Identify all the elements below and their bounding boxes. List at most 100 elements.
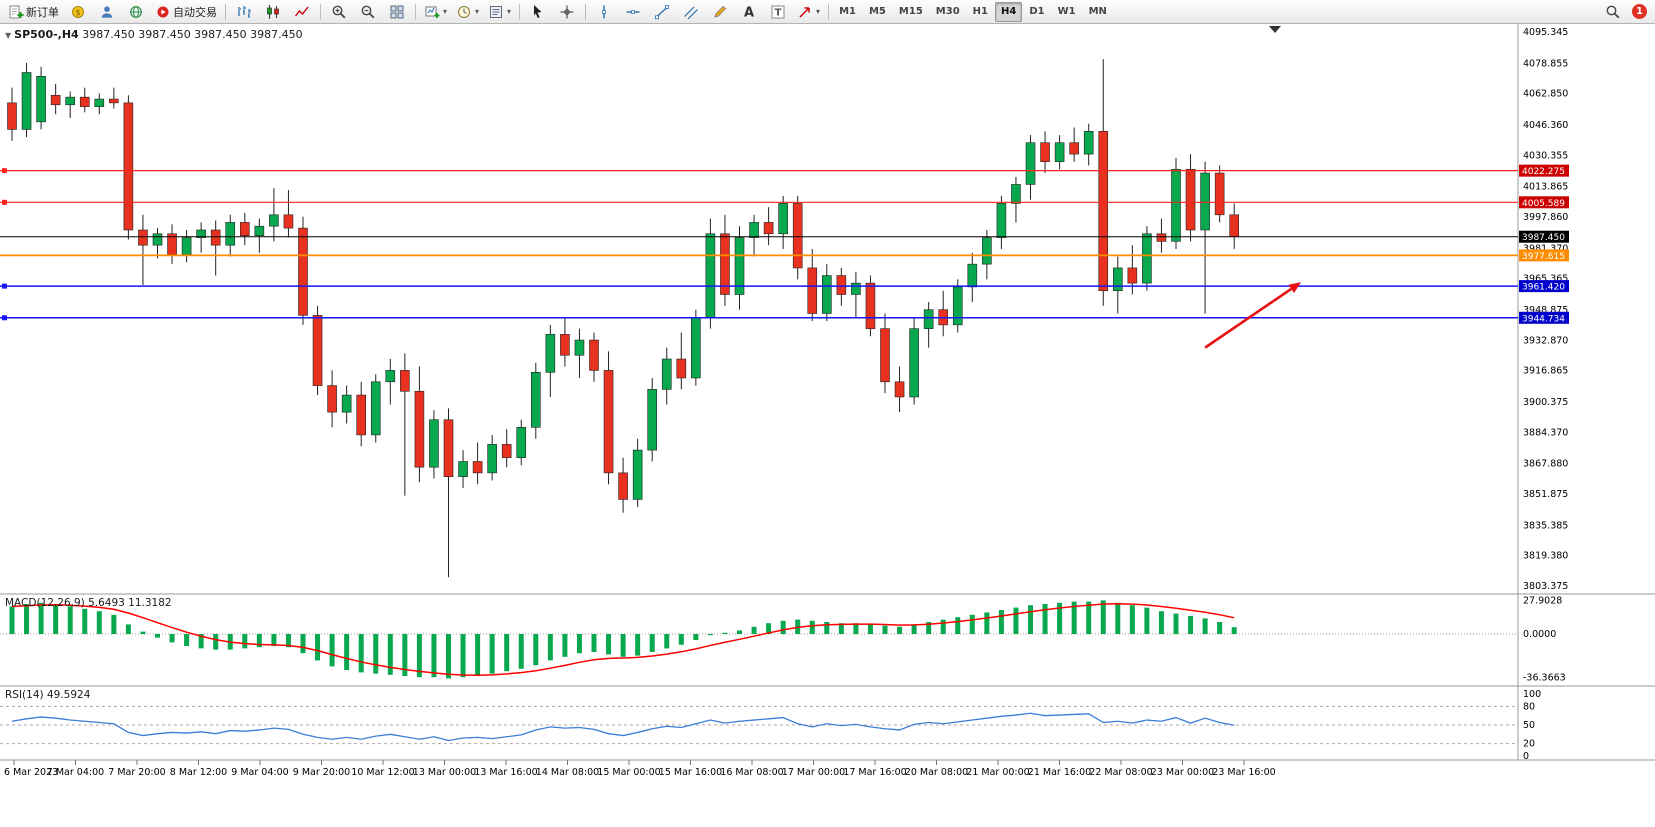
annotation-arrow[interactable] bbox=[1204, 282, 1302, 349]
candlestick-chart-icon[interactable] bbox=[259, 1, 287, 23]
cursor-icon[interactable] bbox=[524, 1, 552, 23]
zoom-out-icon[interactable] bbox=[354, 1, 382, 23]
price-chart[interactable]: 4095.345 4078.855 4062.850 4046.360 4030.355… bbox=[0, 24, 1655, 827]
rsi-indicator-label: RSI(14) 49.5924 bbox=[5, 689, 91, 701]
symbol-search-button[interactable] bbox=[1599, 1, 1627, 23]
time-axis-label: 7 Mar 04:00 bbox=[47, 767, 104, 778]
price-tag-label: 3944.734 bbox=[1522, 314, 1565, 324]
zoom-out-icon bbox=[361, 5, 375, 18]
timeframe-m30-button[interactable]: M30 bbox=[935, 6, 960, 17]
chart-shift-marker[interactable] bbox=[1269, 26, 1281, 33]
macd-bar bbox=[766, 623, 772, 634]
crosshair-icon bbox=[560, 5, 574, 18]
macd-bar bbox=[518, 634, 524, 669]
price-tag bbox=[1519, 230, 1569, 243]
level-anchor[interactable] bbox=[2, 168, 7, 174]
timeframe-m1-button[interactable]: M1 bbox=[839, 6, 856, 17]
price-axis-label: 4078.855 bbox=[1523, 58, 1568, 69]
equidistant-channel-icon[interactable] bbox=[677, 1, 705, 23]
candle-body bbox=[880, 328, 890, 383]
macd-bar bbox=[824, 622, 830, 634]
macd-bar bbox=[635, 634, 641, 656]
equidistant-channel-icon bbox=[684, 6, 698, 19]
profiles-icon bbox=[458, 5, 471, 18]
candle-body bbox=[341, 394, 352, 413]
timeframe-m15-button[interactable]: M15 bbox=[898, 6, 923, 17]
candle-body bbox=[1200, 172, 1210, 231]
candle-body bbox=[312, 315, 323, 386]
new-order-button[interactable]: 新订单 bbox=[4, 1, 63, 23]
time-axis-label: 6 Mar 2023 bbox=[4, 767, 58, 778]
notification-badge[interactable]: 1 bbox=[1632, 4, 1647, 19]
timeframe-h1-button[interactable]: H1 bbox=[972, 6, 988, 17]
macd-bar bbox=[344, 634, 350, 670]
deposit-funds-icon: $ bbox=[72, 5, 84, 18]
auto-trading-button[interactable]: 自动交易 bbox=[151, 1, 221, 23]
price-tag-label: 3961.420 bbox=[1522, 283, 1565, 293]
search-icon bbox=[1606, 5, 1620, 18]
candle-body bbox=[254, 225, 265, 236]
candle-body bbox=[1156, 233, 1167, 242]
rsi-axis-label: 80 bbox=[1523, 701, 1535, 712]
time-axis-label: 23 Mar 00:00 bbox=[1151, 767, 1214, 778]
toolbar-separator bbox=[828, 3, 830, 20]
time-axis-label: 7 Mar 20:00 bbox=[108, 767, 165, 778]
timeframe-w1-button[interactable]: W1 bbox=[1057, 6, 1076, 17]
timeframe-m5-button[interactable]: M5 bbox=[868, 6, 886, 17]
macd-bar bbox=[1013, 607, 1019, 634]
trendline-icon[interactable] bbox=[648, 1, 676, 23]
panel-dividers bbox=[0, 24, 1655, 761]
candle-body bbox=[778, 203, 788, 235]
zoom-in-icon[interactable] bbox=[325, 1, 353, 23]
level-anchor[interactable] bbox=[2, 315, 7, 321]
macd-bar bbox=[1042, 604, 1048, 634]
candle-body bbox=[356, 394, 367, 436]
horizontal-line-icon[interactable] bbox=[619, 1, 647, 23]
candle-body bbox=[225, 222, 236, 246]
new-chart-icon[interactable]: ▾ bbox=[420, 1, 451, 23]
level-anchor[interactable] bbox=[2, 283, 7, 289]
level-lines[interactable]: 4022.275 4005.589 3987.450 3977.615 3961.420… bbox=[0, 164, 1569, 325]
tile-windows-icon[interactable] bbox=[383, 1, 411, 23]
line-chart-icon[interactable] bbox=[288, 1, 316, 23]
text-box-button[interactable]: T bbox=[764, 1, 792, 23]
deposit-funds-icon[interactable]: $ bbox=[64, 1, 92, 23]
chart-collapse-icon[interactable]: ▼ bbox=[5, 31, 12, 40]
text-label-button[interactable]: A bbox=[735, 1, 763, 23]
toolbar-separator bbox=[415, 3, 416, 20]
price-axis-label: 4046.360 bbox=[1523, 120, 1568, 131]
macd-bar bbox=[184, 634, 190, 646]
templates-icon[interactable]: ▾ bbox=[484, 1, 515, 23]
profile-icon[interactable] bbox=[93, 1, 121, 23]
time-axis-label: 22 Mar 08:00 bbox=[1089, 767, 1152, 778]
candle-body bbox=[923, 309, 934, 329]
macd-bar bbox=[1129, 605, 1135, 634]
timeframe-d1-button[interactable]: D1 bbox=[1029, 6, 1045, 17]
crosshair-icon[interactable] bbox=[553, 1, 581, 23]
macd-bar bbox=[125, 624, 131, 634]
timeframe-h4-button[interactable]: H4 bbox=[994, 1, 1023, 22]
macd-bar bbox=[67, 606, 73, 634]
bar-chart-icon[interactable] bbox=[230, 1, 258, 23]
arrow-objects-icon[interactable]: ▾ bbox=[793, 1, 824, 23]
vertical-line-icon[interactable] bbox=[590, 1, 618, 23]
macd-bar bbox=[693, 634, 699, 640]
profiles-icon[interactable]: ▾ bbox=[452, 1, 483, 23]
macd-bar bbox=[504, 634, 510, 672]
candle-body bbox=[661, 358, 672, 390]
level-anchor[interactable] bbox=[2, 199, 7, 205]
draw-tools-icon[interactable] bbox=[706, 1, 734, 23]
candle-body bbox=[1025, 142, 1036, 185]
candle-body bbox=[269, 214, 279, 227]
macd-bar bbox=[606, 634, 612, 655]
price-tag-label: 4022.275 bbox=[1522, 167, 1565, 177]
community-icon[interactable] bbox=[122, 1, 150, 23]
time-axis-label: 15 Mar 00:00 bbox=[597, 767, 660, 778]
macd-bar bbox=[809, 620, 815, 634]
svg-text:T: T bbox=[775, 7, 782, 18]
timeframe-mn-button[interactable]: MN bbox=[1088, 6, 1107, 17]
candle-body bbox=[79, 96, 90, 107]
candle-body bbox=[196, 229, 206, 238]
